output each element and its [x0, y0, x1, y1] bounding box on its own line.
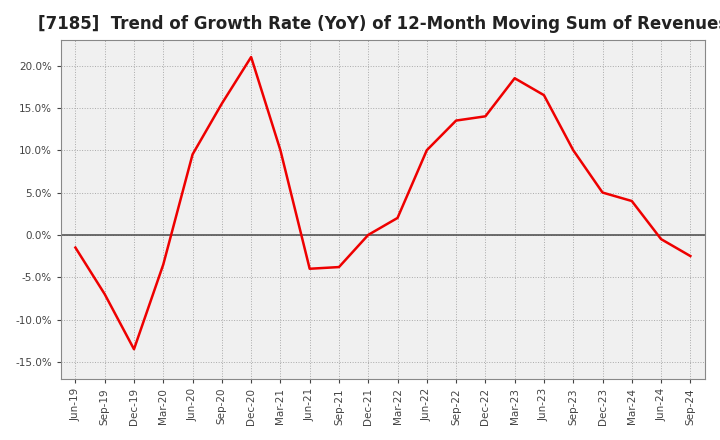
- Title: [7185]  Trend of Growth Rate (YoY) of 12-Month Moving Sum of Revenues: [7185] Trend of Growth Rate (YoY) of 12-…: [37, 15, 720, 33]
